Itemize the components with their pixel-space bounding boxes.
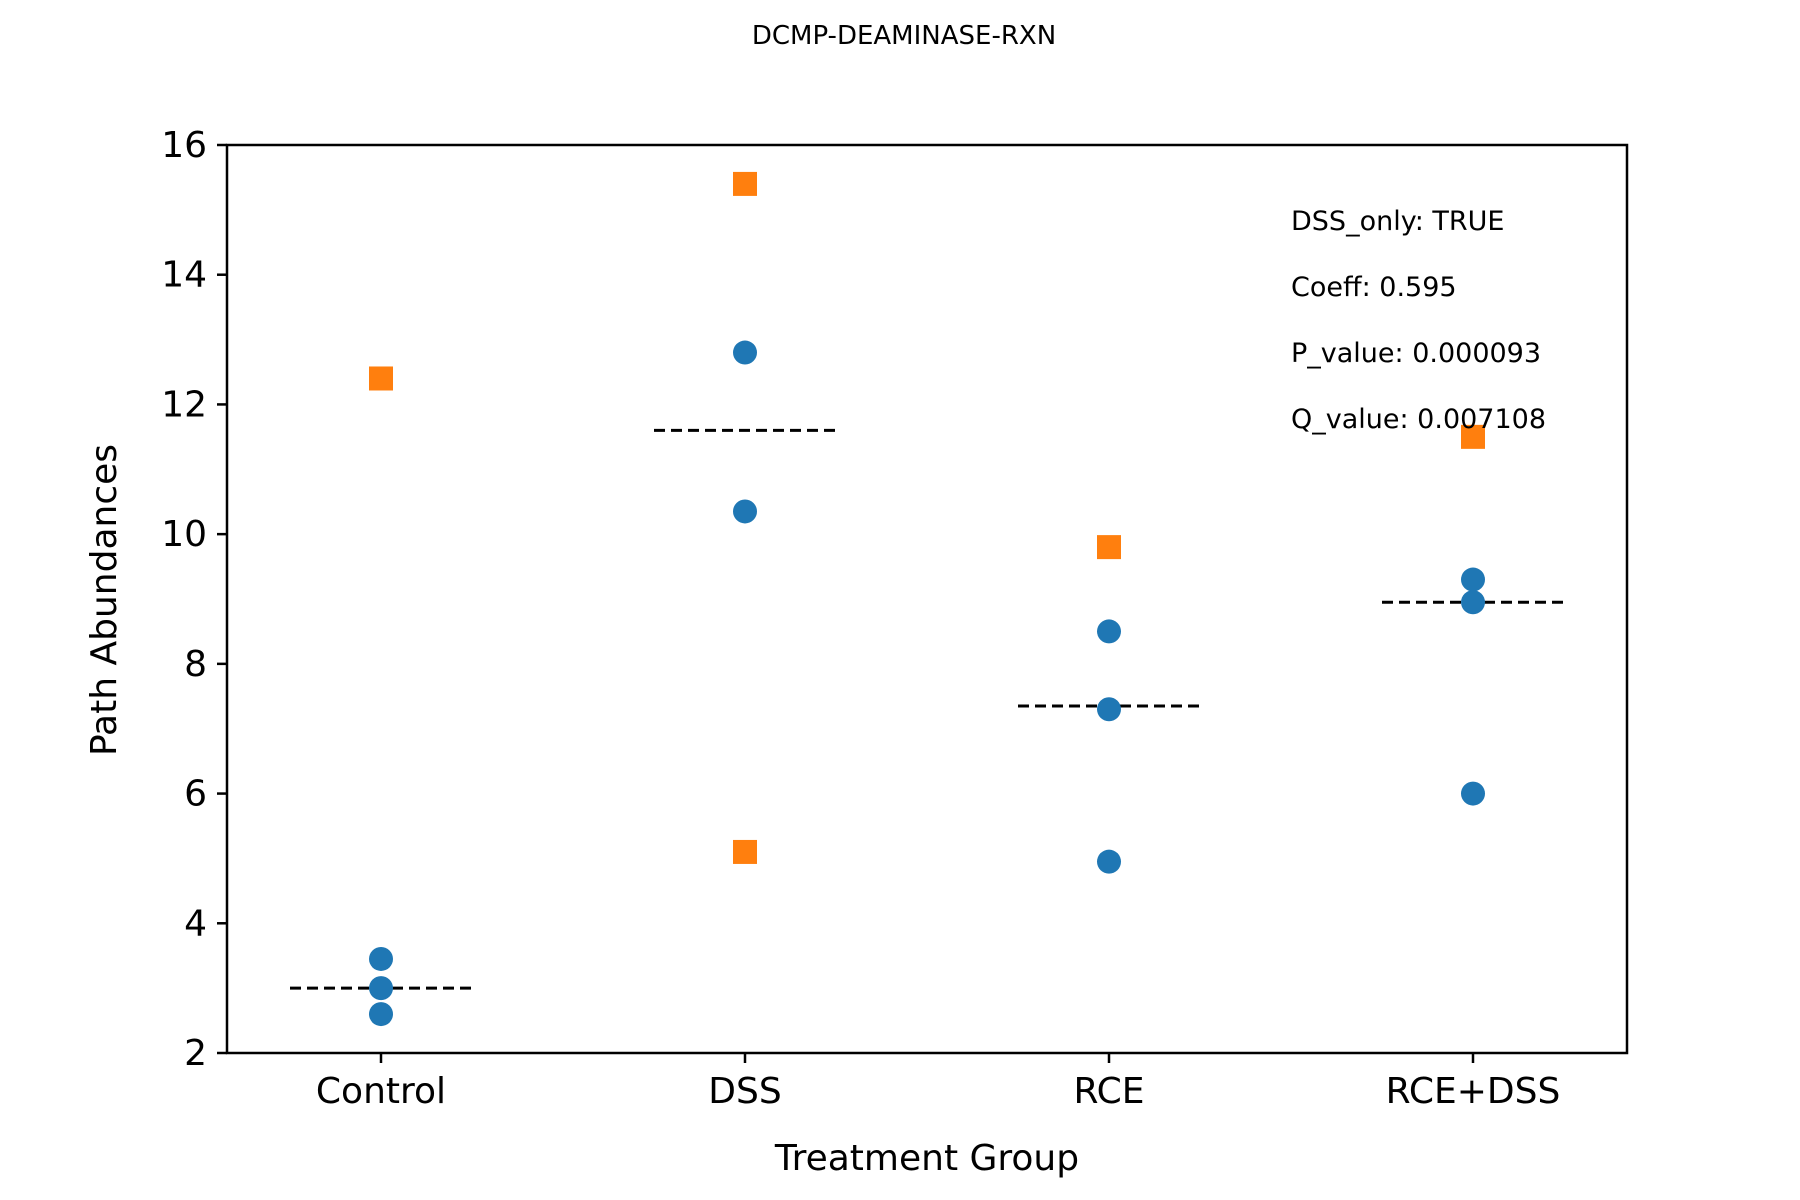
circle-marker [1097, 619, 1121, 644]
x-axis-label: Treatment Group [774, 1138, 1079, 1179]
y-tick-label: 12 [161, 384, 207, 425]
square-marker [1461, 424, 1485, 449]
y-axis-ticks: 2 4 6 8 10 12 14 16 [161, 125, 227, 1074]
chart-title: DCMP-DEAMINASE-RXN [752, 21, 1056, 51]
x-axis-ticks: Control DSS RCE RCE+DSS [316, 1053, 1560, 1112]
x-tick-label: Control [316, 1071, 446, 1112]
stats-annotation-text: Q_value: 0.007108 [1291, 404, 1546, 435]
square-marker [733, 171, 757, 196]
stats-annotation-text: Coeff: 0.595 [1291, 272, 1457, 303]
y-axis-label: Path Abundances [84, 444, 125, 756]
stats-annotations: DSS_only: TRUE Coeff: 0.595 P_value: 0.000… [1291, 206, 1546, 435]
x-tick-label: RCE [1073, 1071, 1144, 1112]
circle-marker [1097, 849, 1121, 874]
group-mean-lines [290, 428, 1564, 990]
circle-marker [369, 976, 393, 1001]
y-tick-label: 8 [184, 644, 207, 685]
plot-area-frame [225, 143, 1629, 1055]
y-tick-label: 16 [161, 125, 207, 166]
circle-marker [369, 1002, 393, 1027]
stats-annotation-text: P_value: 0.000093 [1291, 338, 1541, 369]
circle-marker [733, 340, 757, 365]
x-tick-label: DSS [708, 1071, 781, 1112]
circle-marker [1097, 697, 1121, 722]
square-marker [369, 366, 393, 391]
data-points [369, 171, 1485, 1027]
y-tick-label: 6 [184, 774, 207, 815]
x-tick-label: RCE+DSS [1386, 1071, 1561, 1112]
stats-annotation-text: DSS_only: TRUE [1291, 206, 1504, 237]
square-marker [1097, 535, 1121, 560]
y-tick-label: 14 [161, 255, 207, 296]
circle-marker [733, 499, 757, 524]
y-tick-label: 10 [161, 514, 207, 555]
square-marker [733, 839, 757, 864]
y-tick-label: 4 [184, 903, 207, 944]
circle-marker [369, 946, 393, 971]
circle-marker [1461, 781, 1485, 806]
circle-marker [1461, 567, 1485, 592]
y-tick-label: 2 [184, 1033, 207, 1074]
circle-marker [1461, 590, 1485, 615]
